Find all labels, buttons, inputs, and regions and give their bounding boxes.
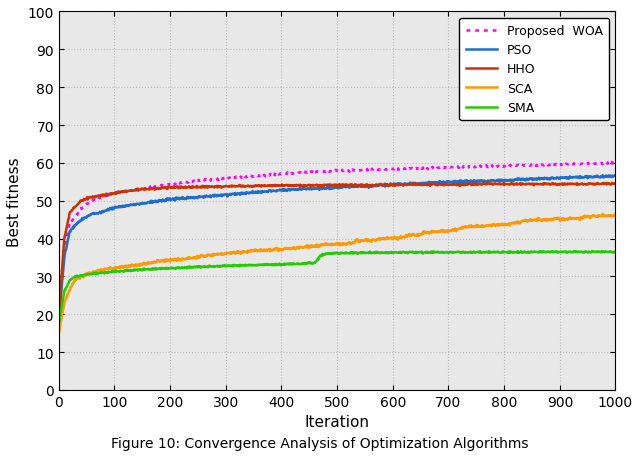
HHO xyxy=(280,184,288,189)
PSO xyxy=(300,186,308,192)
HHO xyxy=(112,191,120,197)
PSO xyxy=(437,180,445,185)
PSO xyxy=(612,173,620,179)
HHO xyxy=(300,183,308,189)
HHO xyxy=(437,182,445,188)
Proposed  WOA xyxy=(112,190,120,196)
SCA xyxy=(56,329,63,335)
PSO xyxy=(112,205,120,211)
Legend: Proposed  WOA, PSO, HHO, SCA, SMA: Proposed WOA, PSO, HHO, SCA, SMA xyxy=(460,19,609,121)
Line: PSO: PSO xyxy=(60,176,616,315)
SMA xyxy=(280,261,288,267)
Proposed  WOA xyxy=(56,312,63,318)
SMA xyxy=(570,249,578,254)
SCA xyxy=(112,265,120,270)
HHO xyxy=(499,182,507,188)
PSO xyxy=(56,312,63,318)
Line: SCA: SCA xyxy=(60,214,616,332)
HHO xyxy=(489,183,497,188)
SCA xyxy=(612,213,620,219)
SCA xyxy=(280,246,288,252)
HHO xyxy=(612,181,620,187)
SMA xyxy=(612,250,620,255)
SMA xyxy=(499,249,507,255)
Proposed  WOA xyxy=(280,171,288,176)
PSO xyxy=(280,187,288,193)
PSO xyxy=(489,179,497,184)
SCA xyxy=(599,212,607,217)
PSO xyxy=(499,179,507,185)
Line: Proposed  WOA: Proposed WOA xyxy=(60,162,616,315)
HHO xyxy=(600,181,607,186)
SMA xyxy=(112,269,120,274)
Proposed  WOA xyxy=(489,164,497,169)
SMA xyxy=(300,262,308,267)
SCA xyxy=(300,245,308,250)
Text: Figure 10: Convergence Analysis of Optimization Algorithms: Figure 10: Convergence Analysis of Optim… xyxy=(111,436,529,450)
Line: HHO: HHO xyxy=(60,184,616,321)
SMA xyxy=(489,250,497,255)
HHO xyxy=(56,319,63,324)
SCA xyxy=(499,223,507,228)
Proposed  WOA xyxy=(608,160,616,165)
Proposed  WOA xyxy=(437,165,445,170)
SMA xyxy=(56,319,63,325)
Proposed  WOA xyxy=(612,160,620,166)
Y-axis label: Best fitness: Best fitness xyxy=(7,157,22,246)
Proposed  WOA xyxy=(499,165,507,170)
X-axis label: Iteration: Iteration xyxy=(305,414,370,430)
Proposed  WOA xyxy=(300,170,308,176)
SMA xyxy=(437,250,445,255)
Line: SMA: SMA xyxy=(60,252,616,322)
SCA xyxy=(489,222,497,228)
SCA xyxy=(437,228,445,233)
